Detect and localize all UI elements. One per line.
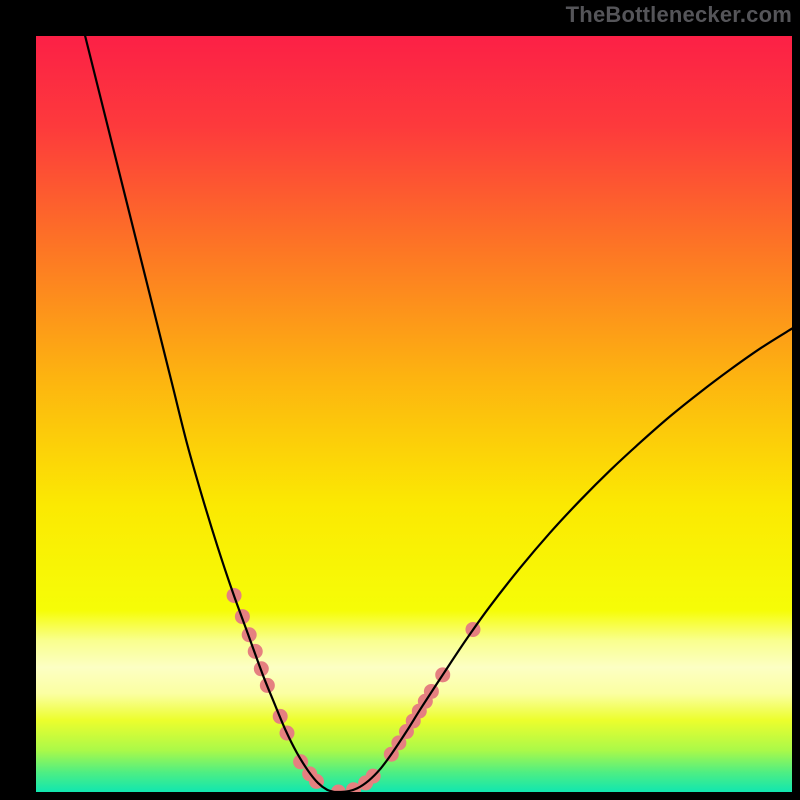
chart-canvas: TheBottlenecker.com bbox=[0, 0, 800, 800]
plot-area bbox=[36, 36, 792, 792]
plot-svg bbox=[36, 36, 792, 792]
watermark-text: TheBottlenecker.com bbox=[566, 2, 792, 28]
plot-background bbox=[36, 36, 792, 792]
